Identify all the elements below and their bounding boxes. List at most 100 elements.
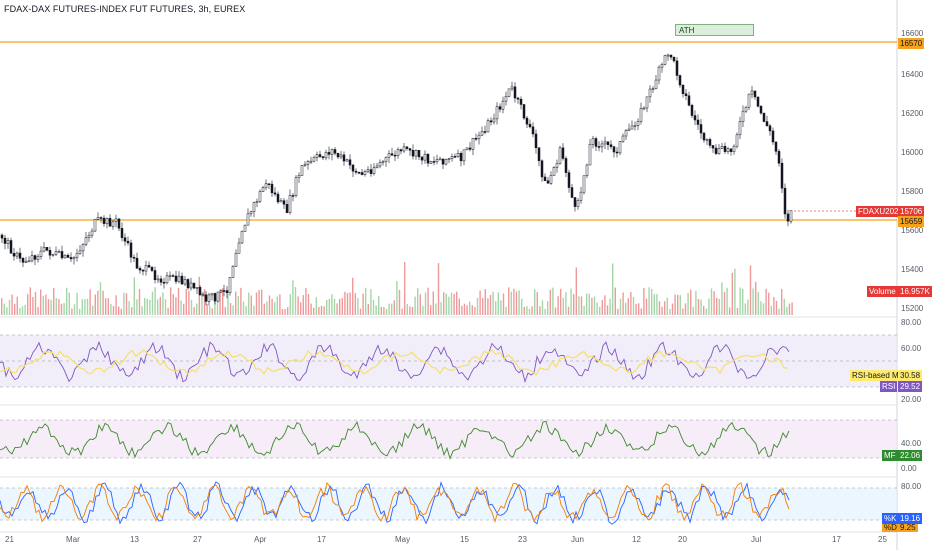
volume-bar [523, 306, 525, 315]
volume-bar [669, 308, 671, 315]
candle-body [591, 138, 595, 145]
volume-bar [292, 280, 294, 315]
candle-body [273, 192, 277, 195]
candle-body [198, 287, 202, 296]
candle-body [42, 247, 46, 252]
candle-body [597, 146, 601, 148]
volume-bar [157, 299, 159, 315]
volume-bar [505, 306, 507, 315]
volume-bar [651, 288, 653, 315]
candle-body [420, 156, 424, 161]
volume-bar [443, 292, 445, 315]
volume-bar [736, 307, 739, 315]
volume-bar [198, 276, 200, 315]
volume-bar [300, 302, 302, 315]
candle-body [789, 210, 793, 222]
volume-bar [105, 298, 107, 315]
x-tick: 13 [130, 535, 139, 544]
stoch-k-value-tag: 19.16 [898, 513, 923, 524]
x-tick: 17 [832, 535, 841, 544]
candle-body [345, 159, 349, 162]
candle-body [78, 250, 82, 254]
ath-annotation[interactable]: ATH [675, 24, 754, 36]
candle-body [297, 175, 301, 178]
x-tick: May [395, 535, 411, 544]
candle-body [771, 130, 775, 143]
mf-tick: 40.00 [901, 439, 922, 448]
volume-bar [180, 300, 182, 315]
volume-bar [495, 301, 497, 315]
candle-body [333, 149, 337, 154]
price-tick: 16000 [901, 148, 924, 157]
volume-bar [765, 288, 767, 315]
candle-body [576, 200, 580, 207]
volume-bar [141, 306, 143, 315]
volume-bar [489, 294, 492, 315]
volume-bar [476, 297, 479, 315]
volume-bar [398, 289, 401, 315]
volume-bar [757, 292, 759, 315]
candle-body [216, 291, 220, 302]
volume-bar [344, 291, 346, 315]
volume-bar [1, 298, 3, 315]
candle-body [705, 139, 709, 141]
candle-body [258, 191, 262, 202]
chart-title: FDAX-DAX FUTURES-INDEX FUT FUTURES, 3h, … [4, 4, 246, 14]
volume-bar [125, 293, 128, 315]
candle-body [711, 145, 715, 149]
candle-body [702, 132, 706, 141]
candle-body [192, 282, 196, 289]
candle-body [672, 56, 676, 62]
volume-bar [380, 306, 382, 315]
candle-body [519, 98, 523, 105]
candle-body [132, 256, 136, 259]
candle-body [450, 156, 454, 159]
volume-bar [354, 293, 356, 315]
volume-bar [521, 298, 523, 315]
volume-bar [578, 296, 580, 315]
candle-body [324, 152, 328, 159]
volume-bar [471, 305, 473, 315]
volume-bar [596, 302, 598, 315]
volume-bar [469, 301, 471, 315]
candle-body [495, 106, 499, 120]
candle-body [219, 290, 223, 293]
x-tick: Mar [66, 535, 80, 544]
volume-bar [320, 305, 323, 315]
volume-label-tag: Volume [867, 286, 898, 297]
volume-bar [14, 303, 16, 315]
volume-bar [183, 303, 185, 315]
price-tick: 15200 [901, 304, 924, 313]
volume-bar [32, 296, 34, 315]
candle-body [513, 86, 517, 99]
candle-body [642, 107, 646, 110]
volume-bar [123, 292, 125, 315]
volume-bar [432, 291, 434, 315]
volume-bar [201, 292, 203, 315]
volume-bar [593, 296, 596, 315]
volume-bar [677, 294, 679, 315]
volume-bar [450, 292, 453, 315]
volume-bar [112, 305, 115, 315]
volume-bar [341, 298, 343, 315]
volume-bar [307, 294, 310, 315]
volume-bar [671, 303, 674, 315]
candle-body [189, 282, 193, 289]
candle-body [561, 147, 565, 159]
candle-body [657, 66, 661, 81]
volume-bar [635, 303, 637, 315]
volume-bar [404, 262, 406, 315]
candle-body [318, 154, 322, 157]
volume-bar [255, 292, 258, 315]
volume-bar [339, 298, 341, 315]
volume-bar [401, 308, 403, 315]
volume-bar [453, 293, 455, 315]
volume-bar [149, 299, 151, 315]
volume-bar [770, 305, 772, 315]
volume-bar [274, 302, 276, 315]
candle-body [87, 234, 91, 238]
volume-bar [214, 301, 216, 315]
candle-body [570, 187, 574, 198]
volume-bar [544, 308, 546, 315]
